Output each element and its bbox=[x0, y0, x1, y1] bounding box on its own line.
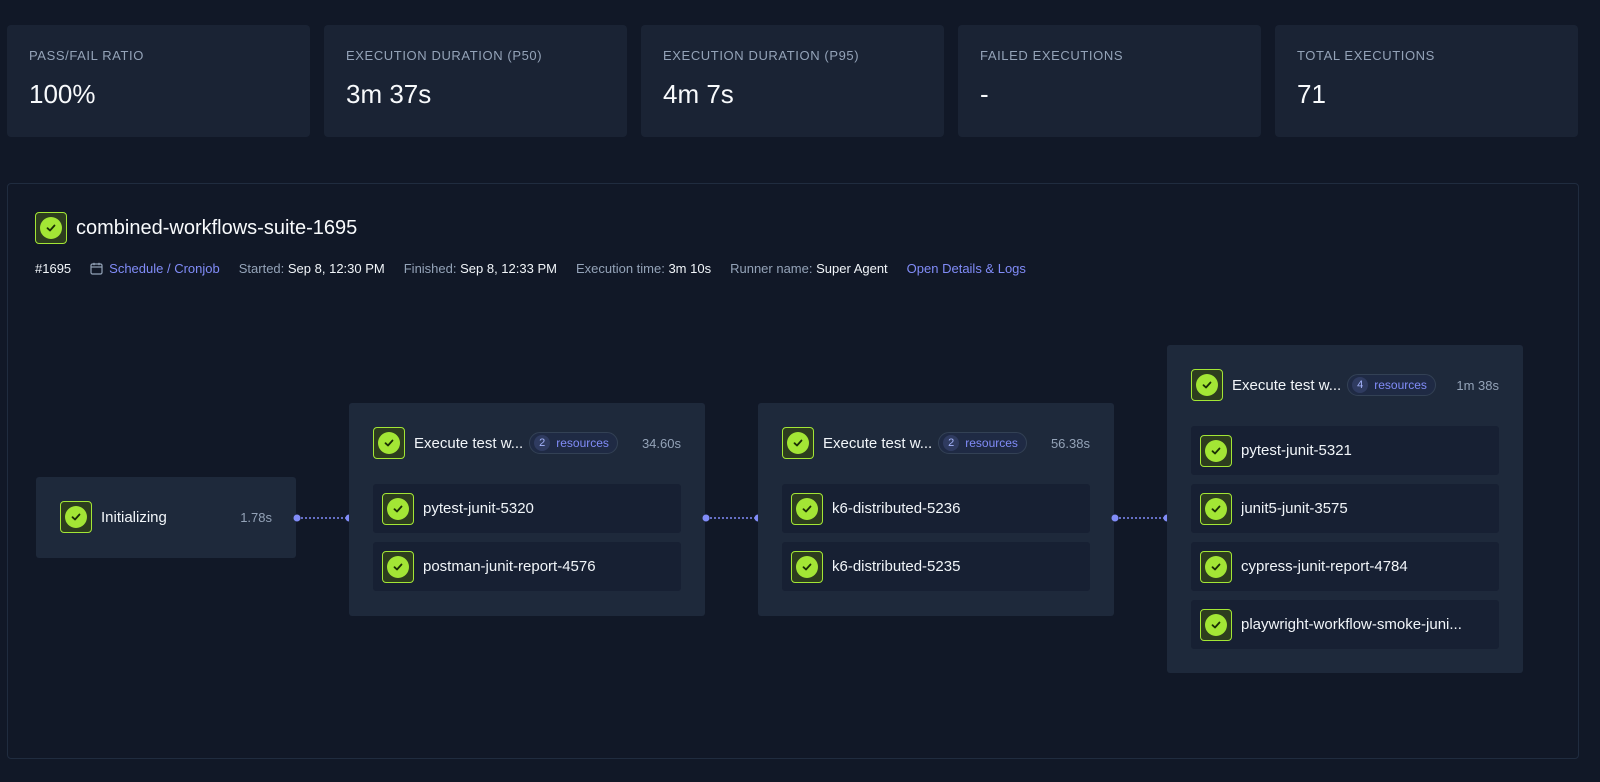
metric-label: EXECUTION DURATION (P95) bbox=[663, 48, 860, 63]
item-label: k6-distributed-5236 bbox=[832, 500, 961, 517]
execution-meta: #1695 Schedule / Cronjob Started: Sep 8,… bbox=[35, 261, 1026, 276]
stage-name: Execute test w... bbox=[414, 434, 524, 452]
stage-name: Execute test w... bbox=[823, 434, 933, 452]
execution-header: combined-workflows-suite-1695 bbox=[35, 212, 357, 244]
success-check-icon bbox=[35, 212, 67, 244]
metric-value: 71 bbox=[1297, 79, 1326, 109]
stage-connector bbox=[293, 514, 353, 522]
stage-duration: 34.60s bbox=[641, 435, 681, 451]
execution-panel: combined-workflows-suite-1695 #1695 Sche… bbox=[7, 183, 1579, 759]
stage-duration: 56.38s bbox=[1050, 435, 1090, 451]
execution-number: #1695 bbox=[35, 261, 72, 276]
execution-title[interactable]: combined-workflows-suite-1695 bbox=[76, 216, 358, 239]
runner-label: Runner name: bbox=[730, 261, 813, 276]
success-check-icon bbox=[1191, 369, 1223, 401]
resources-label: resources bbox=[965, 436, 1018, 450]
stage-execute-3[interactable]: Execute test w... 4 resources 1m 38s pyt… bbox=[1167, 345, 1523, 673]
list-item[interactable]: pytest-junit-5321 bbox=[1191, 426, 1499, 475]
resources-label: resources bbox=[556, 436, 609, 450]
resources-badge[interactable]: 4 resources bbox=[1347, 374, 1436, 396]
started-value: Sep 8, 12:30 PM bbox=[287, 261, 385, 276]
item-label: cypress-junit-report-4784 bbox=[1241, 558, 1408, 575]
item-label: junit5-junit-3575 bbox=[1241, 500, 1348, 517]
runner-value: Super Agent bbox=[816, 261, 888, 276]
success-check-icon bbox=[791, 492, 823, 525]
item-label: pytest-junit-5320 bbox=[423, 500, 534, 517]
metric-pass-fail-ratio: PASS/FAIL RATIO 100% bbox=[7, 25, 310, 137]
metric-label: PASS/FAIL RATIO bbox=[29, 48, 144, 63]
metric-duration-p95: EXECUTION DURATION (P95) 4m 7s bbox=[641, 25, 944, 137]
metric-value: 100% bbox=[29, 79, 96, 109]
trigger-link[interactable]: Schedule / Cronjob bbox=[109, 261, 220, 276]
success-check-icon bbox=[1200, 434, 1232, 467]
success-check-icon bbox=[60, 501, 92, 533]
stage-name: Execute test w... bbox=[1232, 376, 1342, 394]
success-check-icon bbox=[791, 550, 823, 583]
metrics-row: PASS/FAIL RATIO 100% EXECUTION DURATION … bbox=[7, 25, 1578, 137]
list-item[interactable]: cypress-junit-report-4784 bbox=[1191, 542, 1499, 591]
list-item[interactable]: playwright-workflow-smoke-juni... bbox=[1191, 600, 1499, 649]
finished-label: Finished: bbox=[403, 261, 457, 276]
exec-time-value: 3m 10s bbox=[668, 261, 712, 276]
stage-name: Initializing bbox=[101, 508, 167, 526]
stage-duration: 1.78s bbox=[240, 509, 272, 525]
list-item[interactable]: postman-junit-report-4576 bbox=[373, 542, 681, 591]
item-label: k6-distributed-5235 bbox=[832, 558, 961, 575]
metric-failed-executions: FAILED EXECUTIONS - bbox=[958, 25, 1261, 137]
item-label: pytest-junit-5321 bbox=[1241, 442, 1352, 459]
resources-label: resources bbox=[1374, 378, 1427, 392]
success-check-icon bbox=[1200, 550, 1232, 583]
resources-count: 4 bbox=[1352, 377, 1369, 393]
metric-value: 4m 7s bbox=[663, 79, 734, 109]
list-item[interactable]: pytest-junit-5320 bbox=[373, 484, 681, 533]
success-check-icon bbox=[1200, 608, 1232, 641]
success-check-icon bbox=[782, 427, 814, 459]
metric-label: EXECUTION DURATION (P50) bbox=[346, 48, 543, 63]
stage-initializing[interactable]: Initializing 1.78s bbox=[36, 477, 296, 558]
item-label: playwright-workflow-smoke-juni... bbox=[1241, 616, 1462, 633]
stage-connector bbox=[702, 514, 762, 522]
resources-count: 2 bbox=[943, 435, 960, 451]
list-item[interactable]: k6-distributed-5236 bbox=[782, 484, 1090, 533]
success-check-icon bbox=[382, 550, 414, 583]
exec-time-label: Execution time: bbox=[575, 261, 665, 276]
open-details-link[interactable]: Open Details & Logs bbox=[906, 261, 1026, 276]
resources-count: 2 bbox=[534, 435, 551, 451]
stage-duration: 1m 38s bbox=[1456, 377, 1499, 393]
calendar-icon bbox=[90, 262, 103, 275]
started-label: Started: bbox=[238, 261, 285, 276]
metric-label: TOTAL EXECUTIONS bbox=[1297, 48, 1435, 63]
resources-badge[interactable]: 2 resources bbox=[938, 432, 1027, 454]
metric-label: FAILED EXECUTIONS bbox=[980, 48, 1124, 63]
item-label: postman-junit-report-4576 bbox=[423, 558, 596, 575]
metric-value: - bbox=[980, 79, 989, 109]
list-item[interactable]: k6-distributed-5235 bbox=[782, 542, 1090, 591]
success-check-icon bbox=[382, 492, 414, 525]
stage-connector bbox=[1111, 514, 1171, 522]
success-check-icon bbox=[1200, 492, 1232, 525]
metric-total-executions: TOTAL EXECUTIONS 71 bbox=[1275, 25, 1578, 137]
finished-value: Sep 8, 12:33 PM bbox=[460, 261, 557, 276]
list-item[interactable]: junit5-junit-3575 bbox=[1191, 484, 1499, 533]
success-check-icon bbox=[373, 427, 405, 459]
resources-badge[interactable]: 2 resources bbox=[529, 432, 618, 454]
stage-execute-2[interactable]: Execute test w... 2 resources 56.38s k6-… bbox=[758, 403, 1114, 616]
metric-value: 3m 37s bbox=[346, 79, 432, 109]
metric-duration-p50: EXECUTION DURATION (P50) 3m 37s bbox=[324, 25, 627, 137]
stage-execute-1[interactable]: Execute test w... 2 resources 34.60s pyt… bbox=[349, 403, 705, 616]
